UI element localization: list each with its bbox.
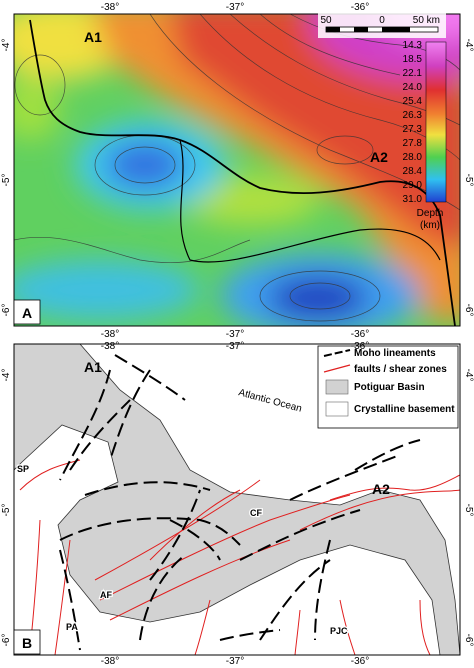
- structure-label: SP: [17, 464, 29, 474]
- structure-label: AF: [100, 590, 112, 600]
- lon-label: -37°: [226, 341, 244, 352]
- lon-label: -36°: [351, 2, 369, 13]
- anomaly-label: A1: [84, 29, 102, 45]
- colorbar-label: 28.4: [403, 166, 423, 177]
- legend-label: faults / shear zones: [354, 364, 447, 375]
- colorbar-label: 28.0: [403, 152, 423, 163]
- anomaly-label: A2: [372, 481, 390, 497]
- legend-label: Moho lineaments: [354, 348, 436, 359]
- panel-label: A: [22, 305, 32, 321]
- panel-label: B: [22, 635, 32, 651]
- scale-label: 0: [379, 15, 385, 26]
- lat-label: -6°: [1, 634, 12, 647]
- lat-label: -6°: [463, 304, 474, 317]
- colorbar-label: 14.3: [403, 40, 423, 51]
- colorbar-label: 27.8: [403, 138, 423, 149]
- scale-label: 50: [320, 15, 332, 26]
- lat-label: -5°: [1, 174, 12, 187]
- lon-label: -38°: [101, 2, 119, 13]
- structure-label: CF: [250, 508, 262, 518]
- colorbar: [425, 41, 447, 203]
- lon-label: -38°: [101, 329, 119, 340]
- lat-label: -5°: [463, 174, 474, 187]
- depth-map: [14, 14, 460, 326]
- legend-label: Crystalline basement: [354, 404, 455, 415]
- colorbar-label: 26.3: [403, 110, 423, 121]
- lat-label: -4°: [1, 39, 12, 52]
- colorbar-label: 22.1: [403, 68, 423, 79]
- lat-label: -4°: [1, 369, 12, 382]
- lon-label: -37°: [226, 656, 244, 667]
- lat-label: -4°: [463, 39, 474, 52]
- lat-label: -5°: [1, 504, 12, 517]
- colorbar-label: 25.4: [403, 96, 423, 107]
- colorbar-label: 24.0: [403, 82, 423, 93]
- lat-label: -4°: [463, 369, 474, 382]
- colorbar-title: (km): [420, 220, 440, 231]
- lat-label: -6°: [1, 304, 12, 317]
- panel-badge: [13, 629, 41, 655]
- lon-label: -36°: [351, 656, 369, 667]
- lat-label: -6°: [463, 634, 474, 647]
- colorbar-label: 31.0: [403, 194, 423, 205]
- structure-label: PA: [66, 622, 78, 632]
- lat-label: -5°: [463, 504, 474, 517]
- lon-label: -37°: [226, 2, 244, 13]
- lon-label: -38°: [101, 656, 119, 667]
- lon-label: -38°: [101, 341, 119, 352]
- legend-label: Potiguar Basin: [354, 382, 425, 393]
- colorbar-title: Depth: [417, 208, 444, 219]
- scale-label: 50 km: [413, 15, 440, 26]
- panel-badge: [13, 299, 41, 325]
- anomaly-label: A1: [84, 359, 102, 375]
- colorbar-label: 27.3: [403, 124, 423, 135]
- colorbar-label: 29.0: [403, 180, 423, 191]
- lon-label: -36°: [351, 341, 369, 352]
- scale-bar: [318, 12, 446, 38]
- anomaly-label: A2: [370, 149, 388, 165]
- legend: [317, 345, 459, 429]
- lon-label: -36°: [351, 329, 369, 340]
- structure-label: PJC: [330, 626, 348, 636]
- colorbar-label: 18.5: [403, 54, 423, 65]
- lon-label: -37°: [226, 329, 244, 340]
